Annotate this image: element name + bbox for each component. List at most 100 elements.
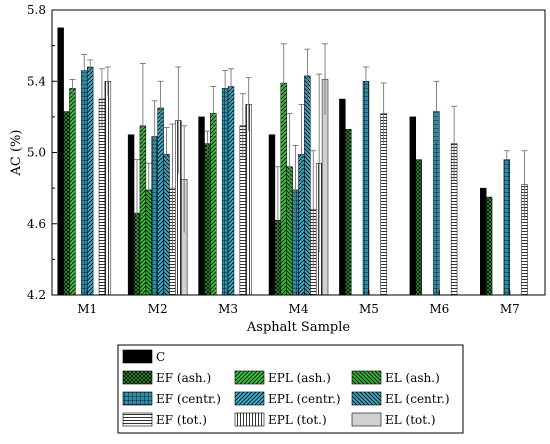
bar-ef-ash-m3 xyxy=(204,143,211,296)
legend-swatch xyxy=(351,412,382,427)
bar-c-m6 xyxy=(409,116,417,296)
error-bar-ef-tot-m5 xyxy=(380,82,387,144)
legend-label: EL (centr.) xyxy=(385,392,450,406)
bar-c-m1 xyxy=(57,27,64,296)
error-bar-el-tot-m4 xyxy=(322,43,329,116)
axes: 4.2 4.6 5.0 5.4 5.8 M1 M2 M3 M4 M5 M6 M7 Asphalt Sam… xyxy=(9,3,546,335)
legend-label: EL (tot.) xyxy=(385,413,436,427)
legend-swatch xyxy=(234,391,265,406)
legend-item-ef-ash: EF (ash.) xyxy=(122,370,211,385)
error-bar-ef-tot-m6 xyxy=(451,105,458,181)
bar-el-centr-m4 xyxy=(304,75,311,296)
y-tick-label: 5.0 xyxy=(27,146,46,160)
x-axis-title: Asphalt Sample xyxy=(246,320,350,335)
legend-label: EL (ash.) xyxy=(385,371,440,385)
legend-swatch xyxy=(351,391,382,406)
legend-label: EPL (tot.) xyxy=(268,413,327,427)
bar-ef-ash-m5 xyxy=(345,129,352,296)
error-bar-el-ash-m4 xyxy=(286,112,293,221)
plot-area xyxy=(57,27,528,296)
error-bar-ef-centr-m4 xyxy=(292,144,299,235)
legend-swatch xyxy=(234,412,265,427)
y-tick-label: 5.4 xyxy=(27,74,46,88)
legend-item-c: C xyxy=(122,349,165,364)
legend-swatch xyxy=(122,349,153,364)
bar-ef-ash-m1 xyxy=(63,111,70,296)
bar-epl-centr-m2 xyxy=(157,107,164,296)
error-bar-epl-tot-m2 xyxy=(175,66,182,174)
error-bar-epl-tot-m3 xyxy=(245,77,252,132)
error-bar-ef-centr-m6 xyxy=(433,80,440,142)
error-bar-ef-centr-m1 xyxy=(81,54,88,87)
legend-item-el-ash: EL (ash.) xyxy=(351,370,440,385)
legend-item-ef-tot: EF (tot.) xyxy=(122,412,207,427)
series-ef-centr xyxy=(81,54,511,296)
error-bar-el-centr-m2 xyxy=(163,127,170,181)
bar-c-m7 xyxy=(480,187,487,296)
legend-item-el-centr: EL (centr.) xyxy=(351,391,450,406)
error-bar-ef-centr-m7 xyxy=(503,150,510,169)
legend-swatch xyxy=(122,370,153,385)
error-bar-epl-ash-m1 xyxy=(69,79,76,98)
bar-ef-centr-m3 xyxy=(221,88,229,296)
legend: C EF (ash.) EPL (ash.) EL (ash.) EF (centr.)… xyxy=(117,344,464,434)
error-bar-el-tot-m2 xyxy=(181,125,188,233)
legend-label: EF (ash.) xyxy=(156,371,211,385)
error-bar-epl-tot-m4 xyxy=(316,73,323,253)
bar-c-m3 xyxy=(198,116,205,296)
x-tick-label: M7 xyxy=(500,302,520,316)
bar-epl-tot-m1 xyxy=(104,81,112,296)
bar-epl-centr-m3 xyxy=(227,86,235,296)
bar-ef-ash-m7 xyxy=(485,196,493,296)
error-bar-epl-centr-m4 xyxy=(298,104,305,205)
error-bar-epl-tot-m1 xyxy=(104,66,111,96)
bar-c-m2 xyxy=(127,134,135,296)
series-epl-tot xyxy=(104,66,323,296)
error-bar-ef-centr-m3 xyxy=(222,70,229,107)
bar-epl-ash-m1 xyxy=(69,88,76,296)
x-tick-label: M1 xyxy=(77,302,97,316)
y-tick-label: 5.8 xyxy=(27,3,46,17)
error-bar-ef-tot-m2 xyxy=(169,123,176,253)
bar-c-m4 xyxy=(268,134,276,296)
x-tick-label: M6 xyxy=(429,302,449,316)
error-bar-ef-tot-m4 xyxy=(310,150,317,269)
legend-item-epl-tot: EPL (tot.) xyxy=(234,412,327,427)
error-bar-ef-tot-m7 xyxy=(521,150,528,219)
error-bar-ef-centr-m2 xyxy=(151,100,158,173)
bar-epl-tot-m3 xyxy=(245,104,252,296)
bar-epl-ash-m3 xyxy=(210,113,217,296)
error-bar-ef-centr-m5 xyxy=(362,66,369,96)
y-tick-label: 4.2 xyxy=(27,288,46,302)
legend-item-el-tot: EL (tot.) xyxy=(351,412,436,427)
x-tick-label: M4 xyxy=(289,302,309,316)
error-bar-ef-tot-m3 xyxy=(239,93,246,158)
error-bar-epl-centr-m2 xyxy=(157,80,164,135)
x-tick-label: M3 xyxy=(218,302,238,316)
legend-label: EF (centr.) xyxy=(156,392,221,406)
series-c xyxy=(57,27,487,296)
error-bar-epl-ash-m4 xyxy=(280,43,287,123)
legend-item-epl-centr: EPL (centr.) xyxy=(234,391,341,406)
bar-ef-ash-m6 xyxy=(415,159,422,296)
series-ef-ash xyxy=(63,111,493,296)
error-bar-epl-ash-m3 xyxy=(210,86,217,141)
x-tick-label: M2 xyxy=(148,302,168,316)
series-el-tot xyxy=(180,43,329,296)
bar-ef-centr-m1 xyxy=(81,70,88,296)
error-bar-ef-ash-m2 xyxy=(133,159,140,267)
legend-swatch xyxy=(234,370,265,385)
y-tick-label: 4.6 xyxy=(27,217,46,231)
legend-label: C xyxy=(156,350,165,364)
legend-swatch xyxy=(122,391,153,406)
legend-label: EF (tot.) xyxy=(156,413,207,427)
error-bar-ef-ash-m4 xyxy=(274,166,281,274)
legend-item-epl-ash: EPL (ash.) xyxy=(234,370,331,385)
error-bar-epl-centr-m1 xyxy=(87,59,94,75)
error-bar-epl-ash-m2 xyxy=(139,63,146,189)
bar-c-m5 xyxy=(339,98,346,296)
series-epl-centr xyxy=(86,59,305,296)
bar-ef-centr-m7 xyxy=(503,159,511,296)
error-bar-epl-centr-m3 xyxy=(228,68,235,105)
